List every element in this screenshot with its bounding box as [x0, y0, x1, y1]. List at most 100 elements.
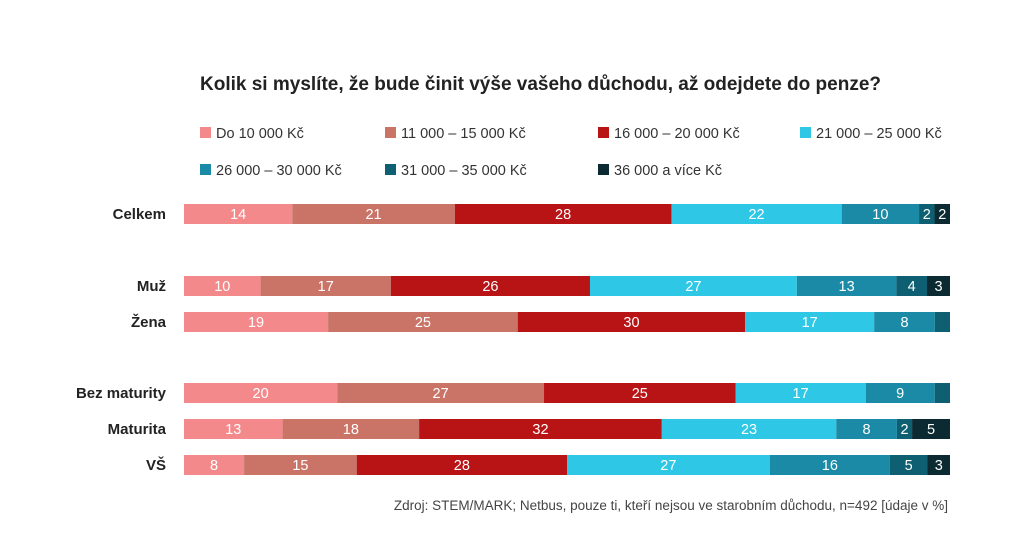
chart-title: Kolik si myslíte, že bude činit výše vaš… — [200, 74, 881, 95]
legend-swatch — [598, 127, 609, 138]
data-label: 14 — [230, 207, 246, 223]
data-label: 21 — [365, 207, 381, 223]
bar-segment — [282, 419, 420, 439]
bar-segment — [661, 419, 837, 439]
bar-segment — [390, 276, 590, 296]
bar-segment — [919, 204, 935, 224]
bar-segment — [517, 312, 746, 332]
bars: 14 21 28 22 10 2 210 17 26 27 13 4 319 25 30 17 820 27 25 1… — [184, 204, 950, 475]
legend-swatch — [200, 164, 211, 175]
bar-segment — [735, 383, 866, 403]
data-label: 13 — [225, 422, 241, 438]
bar-segment — [889, 455, 928, 475]
data-label: 25 — [632, 386, 648, 402]
bar-segment — [184, 312, 329, 332]
bar-segment — [796, 276, 897, 296]
category-label: Maturita — [108, 421, 167, 438]
bar-segment — [927, 455, 950, 475]
data-label: 23 — [741, 422, 757, 438]
data-label: 20 — [253, 386, 269, 402]
bar-segment — [454, 204, 672, 224]
category-label: Bez maturity — [76, 385, 167, 402]
bar-segment — [292, 204, 455, 224]
legend-label: 21 000 – 25 000 Kč — [816, 126, 942, 142]
legend-label: Do 10 000 Kč — [216, 126, 304, 142]
data-label: 27 — [433, 386, 449, 402]
data-label: 8 — [210, 458, 218, 474]
legend-label: 16 000 – 20 000 Kč — [614, 126, 740, 142]
category-label: Žena — [131, 313, 167, 331]
data-label: 27 — [660, 458, 676, 474]
data-label: 5 — [905, 458, 913, 474]
bar-segment — [865, 383, 935, 403]
data-label: 8 — [863, 422, 871, 438]
category-label: VŠ — [146, 456, 166, 474]
bar-segment — [896, 419, 913, 439]
data-label: 15 — [292, 458, 308, 474]
data-label: 22 — [748, 207, 764, 223]
legend-swatch — [385, 127, 396, 138]
data-label: 27 — [685, 279, 701, 295]
bar-segment — [874, 312, 935, 332]
data-label: 30 — [623, 315, 639, 331]
data-label: 28 — [555, 207, 571, 223]
bar-segment — [184, 419, 283, 439]
data-label: 17 — [802, 315, 818, 331]
data-label: 13 — [839, 279, 855, 295]
data-label: 16 — [822, 458, 838, 474]
bar-segment — [769, 455, 890, 475]
data-label: 18 — [343, 422, 359, 438]
bar-segment — [356, 455, 567, 475]
category-labels: Celkem Muž Žena Bez maturity Maturita VŠ — [76, 206, 167, 474]
data-label: 26 — [482, 279, 498, 295]
bar-segment — [896, 276, 928, 296]
data-label: 3 — [934, 279, 942, 295]
data-label: 2 — [938, 207, 946, 223]
legend-swatch — [385, 164, 396, 175]
bar-segment — [567, 455, 770, 475]
data-label: 2 — [900, 422, 908, 438]
data-label: 2 — [923, 207, 931, 223]
bar-segment — [544, 383, 736, 403]
category-label: Celkem — [113, 206, 166, 223]
bar-segment — [836, 419, 897, 439]
legend-label: 11 000 – 15 000 Kč — [401, 126, 526, 142]
data-label: 25 — [415, 315, 431, 331]
data-label: 3 — [935, 458, 943, 474]
bar-segment — [184, 276, 261, 296]
data-label: 8 — [900, 315, 908, 331]
data-label: 4 — [908, 279, 916, 295]
legend-swatch — [800, 127, 811, 138]
bar-segment — [927, 276, 950, 296]
bar-segment — [184, 383, 338, 403]
category-label: Muž — [137, 278, 166, 295]
legend-label: 31 000 – 35 000 Kč — [401, 163, 527, 179]
legend-label: 36 000 a více Kč — [614, 163, 722, 179]
bar-segment — [244, 455, 357, 475]
legend: Do 10 000 Kč 11 000 – 15 000 Kč 16 000 – 2… — [200, 126, 942, 179]
bar-segment — [745, 312, 875, 332]
bar-segment — [260, 276, 391, 296]
bar-segment — [184, 204, 293, 224]
bar-segment — [419, 419, 662, 439]
data-label: 10 — [214, 279, 230, 295]
bar-segment — [328, 312, 518, 332]
data-label: 28 — [454, 458, 470, 474]
bar-segment — [589, 276, 797, 296]
bar-segment — [934, 383, 950, 403]
legend-swatch — [598, 164, 609, 175]
data-label: 17 — [793, 386, 809, 402]
data-label: 10 — [872, 207, 888, 223]
bar-segment — [912, 419, 950, 439]
bar-segment — [184, 455, 245, 475]
data-label: 9 — [896, 386, 904, 402]
data-label: 19 — [248, 315, 264, 331]
source-note: Zdroj: STEM/MARK; Netbus, pouze ti, kteř… — [394, 498, 948, 513]
legend-swatch — [200, 127, 211, 138]
legend-label: 26 000 – 30 000 Kč — [216, 163, 342, 179]
data-label: 17 — [318, 279, 334, 295]
data-label: 32 — [532, 422, 548, 438]
bar-segment — [671, 204, 842, 224]
bar-segment — [934, 204, 950, 224]
